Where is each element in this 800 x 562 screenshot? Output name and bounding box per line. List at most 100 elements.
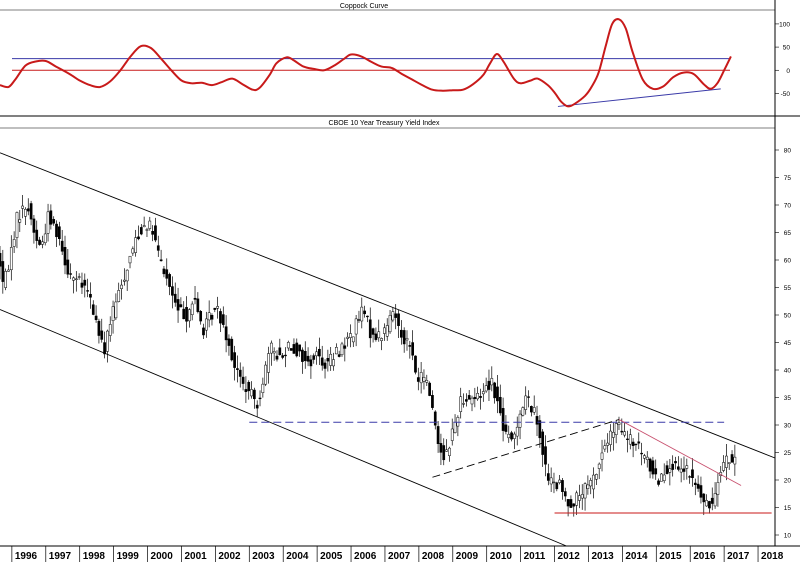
candle <box>253 387 256 409</box>
trendline-channel-lower <box>0 309 567 547</box>
candle <box>106 329 109 363</box>
candle-body <box>603 445 607 450</box>
candle <box>137 225 140 241</box>
candle <box>716 472 720 507</box>
candle <box>114 293 118 321</box>
candle-body <box>7 269 10 272</box>
candle <box>91 300 95 316</box>
candle-body <box>419 372 423 384</box>
candle-body <box>549 477 553 485</box>
candle <box>193 285 197 305</box>
candle <box>727 462 731 470</box>
candle <box>609 424 612 452</box>
candle-body <box>111 306 115 321</box>
candle <box>351 336 355 347</box>
candle-body <box>21 205 24 209</box>
candle-body <box>171 286 174 296</box>
candle <box>532 395 536 415</box>
yield-y-tick-label: 35 <box>784 395 792 402</box>
candle <box>156 235 160 257</box>
candle <box>546 463 550 486</box>
candle <box>281 353 284 360</box>
candle-body <box>35 229 39 241</box>
candle <box>416 367 420 391</box>
candle <box>354 315 358 347</box>
candle-body <box>193 297 197 300</box>
candle <box>479 388 482 410</box>
candle-body <box>575 492 578 506</box>
candle-body <box>442 445 446 461</box>
x-axis: 1996 1997 1998 1999 2000 2001 2002 2003 2004 2005… <box>11 546 784 562</box>
candle-body <box>289 348 293 351</box>
candle-body <box>535 416 539 425</box>
candle-body <box>414 355 417 373</box>
x-tick-label: 2010 <box>490 551 513 562</box>
candle <box>196 292 200 314</box>
candle-body <box>230 338 234 361</box>
candle-body <box>168 274 171 287</box>
candle-body <box>326 358 330 362</box>
candle-body <box>476 393 480 400</box>
candle-body <box>354 318 358 335</box>
candle <box>250 381 253 399</box>
coppock-panel: Coppock Curve 100 50 0 -50 <box>0 3 790 108</box>
candle-body <box>63 247 67 266</box>
candle <box>267 346 270 384</box>
candle-body <box>685 465 689 469</box>
candle-body <box>337 354 341 357</box>
candle-body <box>657 480 660 485</box>
candle <box>561 478 564 500</box>
candle-body <box>227 338 231 346</box>
candle-body <box>578 495 581 501</box>
candle-body <box>100 330 104 340</box>
candle-body <box>580 494 584 499</box>
yield-y-tick-label: 70 <box>784 203 792 210</box>
candle <box>705 494 708 507</box>
candle <box>592 467 595 499</box>
candle-body <box>586 484 590 489</box>
candle-body <box>453 421 457 433</box>
candle <box>134 229 138 257</box>
yield-y-tick-label: 50 <box>784 313 792 320</box>
candle <box>552 472 556 494</box>
candle <box>357 310 361 323</box>
candle-body <box>626 438 629 440</box>
x-tick-label: 1996 <box>15 551 38 562</box>
candle <box>513 431 516 450</box>
x-tick-label: 2017 <box>727 551 750 562</box>
candle <box>360 297 364 329</box>
candle <box>312 353 316 364</box>
candle <box>614 420 618 444</box>
candle <box>572 503 576 517</box>
candle <box>710 487 714 511</box>
candle-body <box>716 482 720 495</box>
candle <box>493 381 496 404</box>
candle <box>204 311 208 338</box>
candle-body <box>77 276 81 278</box>
yield-y-tick-label: 60 <box>784 258 792 265</box>
candle-body <box>315 351 318 357</box>
candle <box>111 300 115 334</box>
candle-body <box>134 237 138 253</box>
candle-body <box>301 349 304 362</box>
candle-body <box>479 396 482 398</box>
candle-body <box>391 311 395 321</box>
candle <box>713 482 717 509</box>
candle <box>645 451 649 468</box>
candle-body <box>74 278 78 280</box>
candle-body <box>199 311 203 322</box>
candle <box>549 467 553 493</box>
candle-body <box>32 218 36 233</box>
candle-body <box>558 479 561 483</box>
candle <box>154 217 157 243</box>
candle <box>275 350 279 362</box>
candle-body <box>524 395 528 410</box>
candle-body <box>411 342 415 356</box>
candle <box>498 384 502 416</box>
candle <box>702 493 706 516</box>
candle-body <box>128 255 132 264</box>
candle <box>693 478 697 496</box>
candle-body <box>637 441 641 444</box>
candle <box>637 432 641 450</box>
candle-body <box>357 319 361 321</box>
